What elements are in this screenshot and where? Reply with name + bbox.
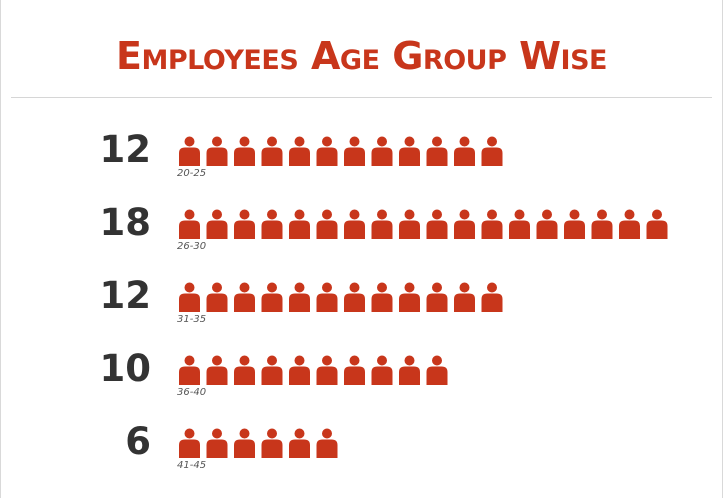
icon-bar-svg xyxy=(179,355,448,385)
person-icon xyxy=(234,355,255,385)
pictogram-row: 10 36-40 xyxy=(1,345,723,415)
person-icon xyxy=(316,282,338,312)
person-icon xyxy=(206,428,228,458)
value-label: 10 xyxy=(99,347,152,390)
person-icon xyxy=(289,282,310,312)
person-icon xyxy=(619,209,640,239)
person-icon xyxy=(399,282,420,312)
person-icon xyxy=(206,355,228,385)
icon-bar xyxy=(177,428,342,458)
value-label: 18 xyxy=(99,201,152,244)
person-icon xyxy=(481,282,503,312)
person-icon xyxy=(261,355,283,385)
person-icon xyxy=(426,355,448,385)
person-icon xyxy=(399,355,420,385)
person-icon xyxy=(454,136,475,166)
person-icon xyxy=(454,209,475,239)
person-icon xyxy=(481,136,503,166)
person-icon xyxy=(426,136,448,166)
pictogram-row: 12 20-25 xyxy=(1,126,723,196)
person-icon xyxy=(179,428,200,458)
pictogram-row: 18 26-30 xyxy=(1,199,723,269)
icon-bar-svg xyxy=(179,209,668,239)
chart-title: Employees Age Group Wise xyxy=(116,34,607,78)
category-label: 36-40 xyxy=(177,387,207,398)
person-icon xyxy=(371,355,393,385)
person-icon xyxy=(289,355,310,385)
person-icon xyxy=(344,209,365,239)
icon-bar-svg xyxy=(179,282,503,312)
icon-bar xyxy=(177,355,452,385)
person-icon xyxy=(234,136,255,166)
icon-bar xyxy=(177,282,507,312)
icon-bar-svg xyxy=(179,136,503,166)
person-icon xyxy=(399,209,420,239)
person-icon xyxy=(564,209,585,239)
person-icon xyxy=(646,209,668,239)
person-icon xyxy=(206,136,228,166)
person-icon xyxy=(426,209,448,239)
pictogram-row: 6 41-45 xyxy=(1,418,723,488)
category-label: 20-25 xyxy=(177,168,207,179)
person-icon xyxy=(536,209,558,239)
category-label: 26-30 xyxy=(177,241,207,252)
person-icon xyxy=(261,136,283,166)
icon-bar xyxy=(177,209,672,239)
pictogram-row: 12 31-35 xyxy=(1,272,723,342)
person-icon xyxy=(179,209,200,239)
person-icon xyxy=(344,282,365,312)
person-icon xyxy=(316,355,338,385)
value-label: 12 xyxy=(99,128,152,171)
category-label: 31-35 xyxy=(177,314,207,325)
category-label: 41-45 xyxy=(177,460,207,471)
person-icon xyxy=(316,428,338,458)
person-icon xyxy=(316,209,338,239)
icon-bar-svg xyxy=(179,428,338,458)
person-icon xyxy=(371,136,393,166)
person-icon xyxy=(179,136,200,166)
title-divider xyxy=(11,97,712,98)
person-icon xyxy=(206,209,228,239)
person-icon xyxy=(371,282,393,312)
person-icon xyxy=(591,209,613,239)
value-label: 6 xyxy=(125,420,151,463)
person-icon xyxy=(261,428,283,458)
person-icon xyxy=(206,282,228,312)
person-icon xyxy=(399,136,420,166)
person-icon xyxy=(344,355,365,385)
person-icon xyxy=(316,136,338,166)
person-icon xyxy=(289,209,310,239)
person-icon xyxy=(234,209,255,239)
person-icon xyxy=(371,209,393,239)
person-icon xyxy=(454,282,475,312)
person-icon xyxy=(289,136,310,166)
person-icon xyxy=(261,282,283,312)
person-icon xyxy=(179,282,200,312)
icon-bar xyxy=(177,136,507,166)
person-icon xyxy=(509,209,530,239)
person-icon xyxy=(234,428,255,458)
person-icon xyxy=(344,136,365,166)
person-icon xyxy=(289,428,310,458)
person-icon xyxy=(481,209,503,239)
person-icon xyxy=(179,355,200,385)
person-icon xyxy=(261,209,283,239)
person-icon xyxy=(426,282,448,312)
value-label: 12 xyxy=(99,274,152,317)
person-icon xyxy=(234,282,255,312)
